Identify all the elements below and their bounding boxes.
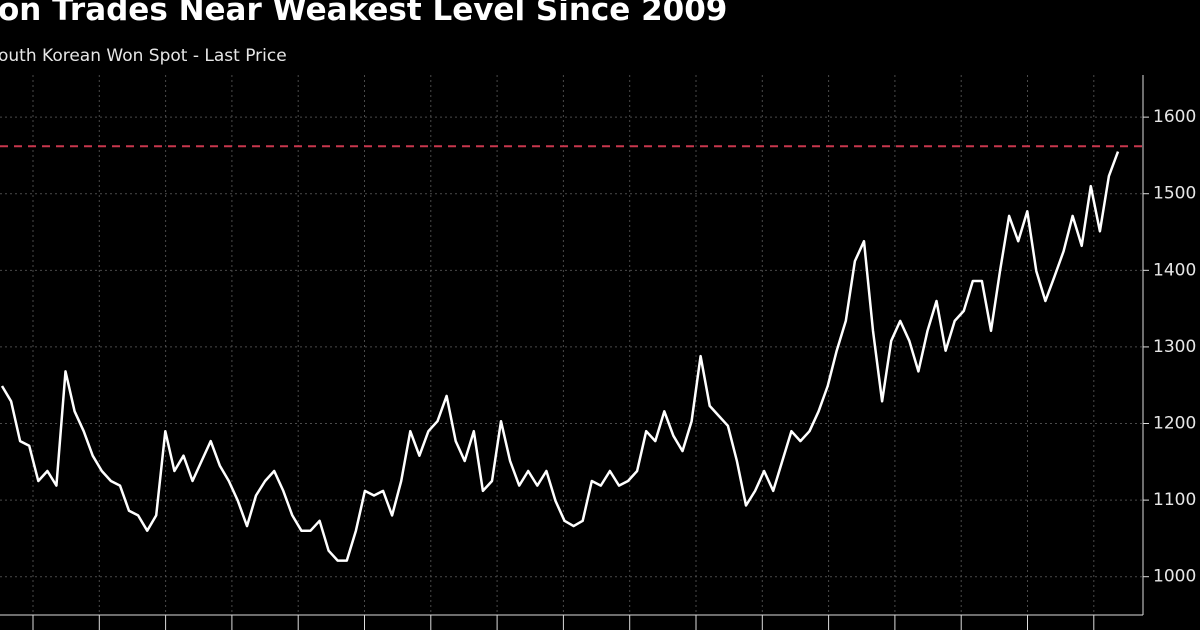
price-line (0, 151, 1120, 562)
y-tick-label: 1000 (1153, 567, 1196, 587)
chart-title: on Trades Near Weakest Level Since 2009 (0, 0, 727, 28)
y-tick-label: 1200 (1153, 414, 1196, 434)
chart-subtitle: outh Korean Won Spot - Last Price (0, 46, 287, 66)
y-tick-label: 1600 (1153, 107, 1196, 127)
y-tick-label: 1100 (1153, 490, 1196, 510)
y-tick-label: 1500 (1153, 184, 1196, 204)
y-tick-label: 1400 (1153, 260, 1196, 280)
y-tick-label: 1300 (1153, 337, 1196, 357)
